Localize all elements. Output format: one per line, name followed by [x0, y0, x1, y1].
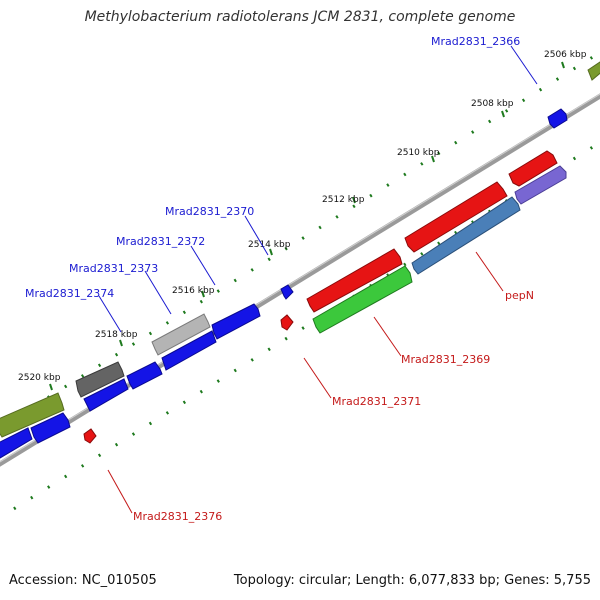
genome-backbone: [0, 93, 600, 467]
leader-lines: [98, 45, 538, 514]
gene-label-mrad2831-2374[interactable]: Mrad2831_2374: [25, 287, 114, 300]
gene-mrad2831-2372[interactable]: [211, 303, 261, 340]
forward-genes: [0, 61, 600, 459]
genome-title: Methylobacterium radiotolerans JCM 2831,…: [84, 9, 516, 25]
gene-mrad2831-2373[interactable]: [151, 313, 211, 356]
gene-label-mrad2831-2371[interactable]: Mrad2831_2371: [332, 395, 421, 408]
tick-label: 2512 kbp: [322, 195, 365, 205]
tick-label: 2508 kbp: [471, 99, 514, 109]
tick-label: 2514 kbp: [248, 240, 291, 250]
accession-label: Accession: NC_010505: [9, 573, 157, 588]
gene-label-mrad2831-2372[interactable]: Mrad2831_2372: [116, 235, 205, 248]
tick-label: 2506 kbp: [544, 50, 587, 60]
gene-label-mrad2831-2373[interactable]: Mrad2831_2373: [69, 262, 158, 275]
gene-red-2368[interactable]: [306, 248, 403, 313]
reverse-genes: [83, 150, 567, 444]
inner-dotted-track: [0, 140, 600, 520]
gene-mrad2831-2376[interactable]: [83, 428, 97, 444]
gene-blue-2377[interactable]: [30, 412, 71, 444]
gene-mrad2831-2369[interactable]: [312, 265, 413, 334]
gene-red-top[interactable]: [508, 150, 558, 187]
gene-olive-left[interactable]: [0, 392, 65, 438]
gene-olive-top[interactable]: [587, 61, 600, 81]
gene-mrad2831-2366[interactable]: [547, 108, 568, 129]
gene-mrad2831-2370[interactable]: [280, 284, 294, 300]
gene-label-mrad2831-2369[interactable]: Mrad2831_2369: [401, 353, 490, 366]
gene-mrad2831-2371[interactable]: [280, 314, 294, 331]
gene-blue-2375[interactable]: [126, 361, 163, 390]
gene-blue-2378[interactable]: [0, 427, 33, 459]
tick-label: 2510 kbp: [397, 148, 440, 158]
tick-label: 2516 kbp: [172, 286, 215, 296]
tick-label: 2518 kbp: [95, 330, 138, 340]
gene-label-mrad2831-2376[interactable]: Mrad2831_2376: [133, 510, 222, 523]
topology-label: Topology: circular; Length: 6,077,833 bp…: [233, 573, 591, 588]
gene-red-pepn-pair[interactable]: [404, 181, 508, 253]
tick-label: 2520 kbp: [18, 373, 61, 383]
gene-label-mrad2831-2366[interactable]: Mrad2831_2366: [431, 35, 520, 48]
gene-label-pepn[interactable]: pepN: [505, 289, 534, 302]
gene-label-mrad2831-2370[interactable]: Mrad2831_2370: [165, 205, 254, 218]
gene-pepn[interactable]: [411, 196, 521, 275]
gene-blue-2376a[interactable]: [83, 378, 129, 412]
gene-purple[interactable]: [514, 165, 567, 205]
gene-mrad2831-2374[interactable]: [75, 361, 125, 398]
tick-marks: [49, 61, 565, 391]
gene-blue-2373b[interactable]: [161, 330, 217, 371]
